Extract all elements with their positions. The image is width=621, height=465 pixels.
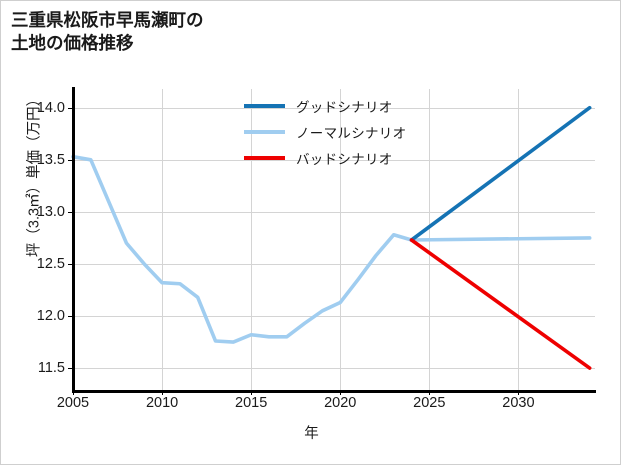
x-axis-label: 年	[304, 426, 319, 442]
gridline-vertical	[251, 89, 253, 391]
legend-swatch-0	[244, 104, 285, 108]
gridline-horizontal	[73, 263, 595, 265]
y-tick-label: 12.0	[36, 308, 65, 325]
legend-label: ノーマルシナリオ	[296, 126, 407, 141]
gridline-vertical	[340, 89, 342, 391]
y-axis-spine	[72, 87, 75, 393]
legend-swatch-2	[244, 156, 285, 160]
x-tick-label: 2025	[413, 395, 446, 411]
legend-item[interactable]: バッドシナリオ	[244, 145, 459, 171]
legend-label: バッドシナリオ	[296, 152, 393, 167]
x-tick-mark	[73, 391, 74, 395]
gridline-horizontal	[73, 107, 595, 109]
y-tick-mark	[68, 263, 72, 265]
x-tick-label: 2005	[56, 395, 90, 411]
x-tick-mark	[162, 391, 164, 395]
legend-item[interactable]: グッドシナリオ	[244, 93, 459, 119]
gridline-horizontal	[73, 368, 595, 370]
gridline-horizontal	[73, 316, 595, 318]
y-axis-tick-labels: 11.5 12.0 12.5 13.0 13.5 14.0	[1, 1, 65, 464]
x-tick-label: 2015	[235, 395, 268, 411]
gridline-horizontal	[73, 159, 595, 161]
chart-legend: グッドシナリオ ノーマルシナリオ バッドシナリオ	[244, 93, 459, 171]
page-title: 三重県松阪市早馬瀬町の 土地の価格推移	[11, 10, 204, 54]
gridline-horizontal	[73, 211, 595, 213]
x-axis-spine	[72, 390, 596, 393]
y-tick-mark	[68, 107, 72, 109]
y-tick-mark	[68, 316, 72, 318]
series-line-good	[409, 105, 592, 242]
y-tick-label: 11.5	[37, 360, 65, 377]
legend-swatch-1	[244, 130, 285, 134]
series-lines	[71, 105, 592, 370]
gridline-vertical	[162, 89, 164, 391]
x-tick-label: 2030	[502, 395, 535, 411]
x-tick-mark	[251, 391, 253, 395]
y-tick-label: 14.0	[36, 99, 65, 116]
series-line-bad	[409, 238, 592, 370]
y-tick-label: 13.0	[36, 203, 65, 220]
y-axis-label: 坪（3.3㎡）単価（万円）	[26, 91, 43, 258]
x-tick-label: 2020	[324, 395, 357, 411]
y-tick-label: 13.5	[36, 151, 65, 168]
y-tick-mark	[68, 211, 72, 213]
legend-label: グッドシナリオ	[296, 100, 393, 115]
x-tick-mark	[518, 391, 520, 395]
x-tick-label: 2010	[145, 395, 179, 411]
series-line-normal	[71, 154, 592, 344]
y-tick-mark	[68, 159, 72, 161]
y-tick-label: 12.5	[36, 255, 65, 272]
y-tick-mark	[68, 368, 72, 370]
x-tick-mark	[340, 391, 342, 395]
legend-item[interactable]: ノーマルシナリオ	[244, 119, 459, 145]
x-tick-mark	[429, 391, 431, 395]
